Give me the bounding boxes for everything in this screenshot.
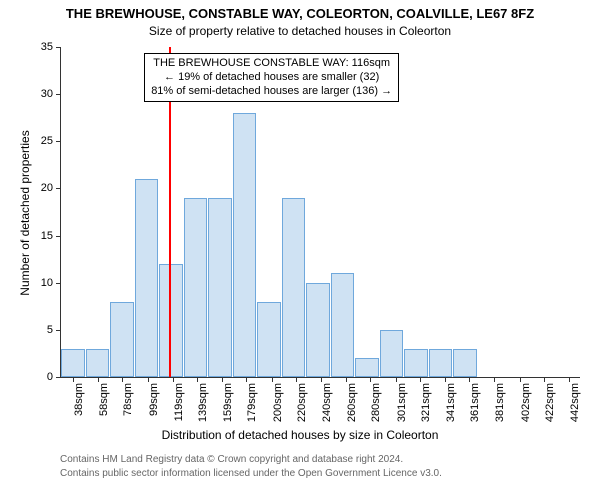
y-tick-label: 0: [47, 371, 53, 383]
x-tick-label: 301sqm: [396, 383, 408, 422]
x-axis-label: Distribution of detached houses by size …: [0, 428, 600, 442]
y-tick-label: 10: [41, 277, 53, 289]
x-tick-label: 119sqm: [173, 383, 185, 421]
histogram-bar: [404, 349, 428, 377]
histogram-bar: [355, 358, 379, 377]
x-tick-label: 422sqm: [544, 383, 556, 422]
histogram-bar: [110, 302, 134, 377]
chart-title: THE BREWHOUSE, CONSTABLE WAY, COLEORTON,…: [0, 6, 600, 21]
histogram-bar: [208, 198, 232, 377]
footer-line-2: Contains public sector information licen…: [60, 468, 442, 479]
annotation-line: ← 19% of detached houses are smaller (32…: [151, 71, 392, 85]
x-tick-label: 442sqm: [569, 383, 581, 422]
histogram-bar: [282, 198, 306, 377]
y-tick-label: 20: [41, 182, 53, 194]
histogram-bar: [331, 273, 355, 377]
x-tick-label: 220sqm: [296, 383, 308, 422]
annotation-box: THE BREWHOUSE CONSTABLE WAY: 116sqm← 19%…: [144, 53, 399, 102]
x-tick-label: 38sqm: [73, 383, 85, 416]
x-tick-label: 260sqm: [346, 383, 358, 422]
x-tick-label: 381sqm: [494, 383, 506, 422]
histogram-bar: [61, 349, 85, 377]
y-tick-label: 30: [41, 88, 53, 100]
x-tick-label: 78sqm: [122, 383, 134, 416]
x-tick-label: 240sqm: [321, 383, 333, 422]
x-tick-label: 139sqm: [197, 383, 209, 422]
histogram-bar: [184, 198, 208, 377]
y-tick-label: 25: [41, 135, 53, 147]
x-tick-label: 99sqm: [148, 383, 160, 416]
histogram-bar: [135, 179, 159, 377]
histogram-bar: [429, 349, 453, 377]
plot-area: 0510152025303538sqm58sqm78sqm99sqm119sqm…: [60, 48, 580, 378]
x-tick-label: 280sqm: [370, 383, 382, 422]
footer-line-1: Contains HM Land Registry data © Crown c…: [60, 454, 403, 465]
histogram-bar: [306, 283, 330, 377]
x-tick-label: 402sqm: [520, 383, 532, 422]
y-tick-label: 15: [41, 230, 53, 242]
x-tick-label: 321sqm: [420, 383, 432, 422]
y-tick-label: 5: [47, 324, 53, 336]
y-tick-label: 35: [41, 41, 53, 53]
histogram-bar: [380, 330, 404, 377]
x-tick-label: 341sqm: [445, 383, 457, 422]
histogram-bar: [233, 113, 257, 377]
y-axis-label: Number of detached properties: [18, 130, 32, 295]
annotation-line: THE BREWHOUSE CONSTABLE WAY: 116sqm: [151, 57, 392, 71]
x-tick-label: 361sqm: [469, 383, 481, 422]
histogram-bar: [86, 349, 110, 377]
x-tick-label: 179sqm: [246, 383, 258, 422]
chart-subtitle: Size of property relative to detached ho…: [0, 24, 600, 38]
x-tick-label: 58sqm: [98, 383, 110, 416]
histogram-bar: [453, 349, 477, 377]
histogram-bar: [257, 302, 281, 377]
annotation-line: 81% of semi-detached houses are larger (…: [151, 85, 392, 99]
x-tick-label: 159sqm: [222, 383, 234, 422]
x-tick-label: 200sqm: [272, 383, 284, 422]
